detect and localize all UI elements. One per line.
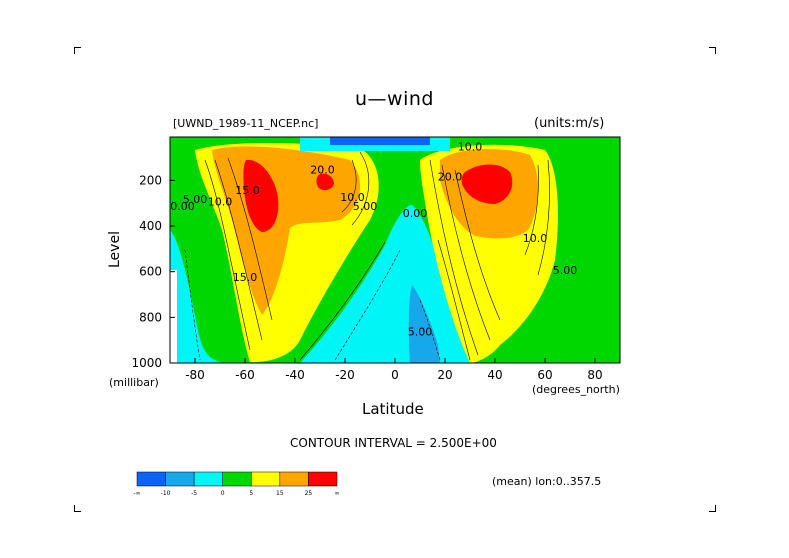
colorbar-swatch <box>165 471 195 487</box>
y-tick-label: 600 <box>139 265 162 279</box>
colorbar-label: 5 <box>249 490 253 497</box>
contour-fill-group <box>170 137 620 363</box>
colorbar-swatch <box>136 471 166 487</box>
file-label: [UWND_1989-11_NCEP.nc] <box>173 117 319 130</box>
crop-mark-bottom-left <box>74 505 81 512</box>
colorbar-swatch <box>251 471 281 487</box>
y-tick-label: 400 <box>139 219 162 233</box>
contour-label: 0.00 <box>403 207 428 220</box>
contour-label: 0.00 <box>170 200 195 213</box>
colorbar-label: 25 <box>305 490 313 497</box>
chart-title: u—wind <box>355 88 434 110</box>
x-axis-label: Latitude <box>362 400 424 418</box>
contour-label: 20.0 <box>438 170 463 183</box>
mean-longitude-label: (mean) lon:0..357.5 <box>492 475 602 488</box>
contour-fill-red-nh-jet <box>461 164 513 204</box>
x-axis-units: (degrees_north) <box>532 383 620 396</box>
contour-label: 15.0 <box>235 184 260 197</box>
colorbar-label: -5 <box>191 490 197 497</box>
contour-label: 10.0 <box>340 191 365 204</box>
contour-label: 20.0 <box>310 164 335 177</box>
contour-interval-label: CONTOUR INTERVAL = 2.500E+00 <box>290 436 497 450</box>
y-axis-units: (millibar) <box>109 376 159 389</box>
x-tick-label: -60 <box>235 368 255 382</box>
contour-label: 5.00 <box>408 326 433 339</box>
units-label: (units:m/s) <box>534 116 605 131</box>
x-tick-label: 40 <box>487 368 502 382</box>
contour-label: 10.0 <box>523 232 548 245</box>
colorbar-swatch <box>193 471 223 487</box>
colorbar-label: ∞ <box>335 490 340 497</box>
colorbar-label: -∞ <box>133 490 140 497</box>
y-tick-label: 200 <box>139 173 162 187</box>
missing-data-region <box>170 270 177 363</box>
colorbar-label: 0 <box>221 490 225 497</box>
contour-fill-cyan-south-pole <box>170 230 230 363</box>
negative-contour-lines <box>184 249 441 361</box>
contour-fill-red-sh-secondary <box>316 173 334 191</box>
x-tick-label: 60 <box>537 368 552 382</box>
colorbar: -∞ -10 -5 0 5 15 25 ∞ <box>133 471 340 497</box>
colorbar-label: 15 <box>276 490 284 497</box>
y-axis-ticks: 200 400 600 800 1000 <box>131 173 175 370</box>
contour-label: 10.0 <box>458 141 483 154</box>
colorbar-swatch <box>222 471 252 487</box>
contour-fill-blue-tropics <box>408 285 440 363</box>
y-tick-label: 800 <box>139 310 162 324</box>
x-tick-label: -80 <box>185 368 205 382</box>
contour-labels: 0.005.00 10.015.015.020.010.05.000.0020.0… <box>170 141 577 339</box>
colorbar-label: -10 <box>161 490 171 497</box>
x-tick-label: 20 <box>437 368 452 382</box>
contour-label: 10.0 <box>208 195 233 208</box>
x-tick-label: 80 <box>587 368 602 382</box>
contour-label: 15.0 <box>233 271 258 284</box>
x-tick-label: -20 <box>335 368 355 382</box>
contour-label: 5.00 <box>183 193 208 206</box>
y-axis-label: Level <box>107 231 123 268</box>
x-tick-label: 0 <box>391 368 399 382</box>
crop-mark-top-right <box>709 47 716 54</box>
crop-mark-top-left <box>74 47 81 54</box>
crop-mark-bottom-right <box>709 505 716 512</box>
x-tick-label: -40 <box>285 368 305 382</box>
x-axis-ticks: -80 -60 -40 -20 0 20 40 60 80 <box>185 358 603 382</box>
contour-label: 5.00 <box>353 200 378 213</box>
contour-lines <box>204 151 550 361</box>
contour-fill-blue-top <box>330 137 430 145</box>
colorbar-swatch <box>279 471 309 487</box>
colorbar-swatch <box>308 471 338 487</box>
contour-fill-red-sh-jet <box>243 159 279 232</box>
contour-label: 5.00 <box>553 264 578 277</box>
y-tick-label: 1000 <box>131 356 162 370</box>
